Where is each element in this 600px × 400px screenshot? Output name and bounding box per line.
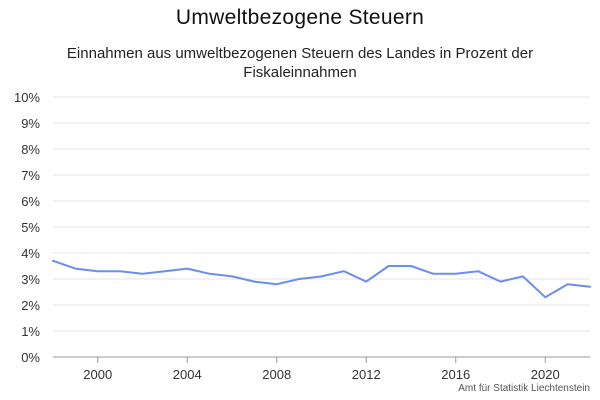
data-point[interactable] [229, 273, 235, 279]
x-tick-label: 2016 [441, 367, 470, 382]
data-point[interactable] [207, 271, 213, 277]
data-point[interactable] [117, 268, 123, 274]
y-tick-label: 1% [21, 324, 40, 339]
data-point[interactable] [251, 279, 257, 285]
data-point[interactable] [587, 284, 593, 290]
data-point[interactable] [341, 268, 347, 274]
series-line [52, 259, 591, 299]
y-tick-label: 6% [21, 194, 40, 209]
grid-lines [53, 96, 590, 332]
data-point[interactable] [542, 294, 548, 300]
y-tick-label: 5% [21, 220, 40, 235]
x-tick-label: 2008 [262, 367, 291, 382]
x-tick-label: 2004 [173, 367, 202, 382]
data-point[interactable] [430, 271, 436, 277]
data-point[interactable] [95, 268, 101, 274]
data-point[interactable] [274, 281, 280, 287]
data-point[interactable] [475, 268, 481, 274]
chart-title: Umweltbezogene Steuern [175, 6, 425, 29]
x-tick-label: 2000 [83, 367, 112, 382]
data-point[interactable] [565, 281, 571, 287]
y-tick-label: 10% [14, 90, 40, 105]
data-point[interactable] [50, 258, 56, 264]
data-point[interactable] [140, 271, 146, 277]
data-point[interactable] [319, 273, 325, 279]
data-point[interactable] [408, 263, 414, 269]
x-tick-label: 2012 [352, 367, 381, 382]
y-tick-label: 4% [21, 246, 40, 261]
y-tick-label: 2% [21, 298, 40, 313]
source-credit: Amt für Statistik Liechtenstein [458, 383, 590, 394]
x-tick-label: 2020 [531, 367, 560, 382]
data-point[interactable] [363, 279, 369, 285]
axes [53, 356, 590, 363]
y-tick-label: 3% [21, 272, 40, 287]
data-point[interactable] [162, 268, 168, 274]
data-point[interactable] [184, 266, 190, 272]
data-point[interactable] [520, 273, 526, 279]
chart-subtitle: Einnahmen aus umweltbezogenen Steuern de… [66, 45, 534, 81]
data-point[interactable] [386, 263, 392, 269]
y-tick-label: 9% [21, 116, 40, 131]
y-tick-label: 7% [21, 168, 40, 183]
data-point[interactable] [72, 266, 78, 272]
tick-labels: 0% 1% 2% 3% 4% 5% 6% 7% 8% 9% 10% 2000 2004 2008 2012 2… [14, 90, 560, 382]
data-point[interactable] [498, 279, 504, 285]
data-point[interactable] [296, 276, 302, 282]
y-tick-label: 0% [21, 350, 40, 365]
series [50, 258, 593, 300]
y-tick-label: 8% [21, 142, 40, 157]
data-point[interactable] [453, 271, 459, 277]
